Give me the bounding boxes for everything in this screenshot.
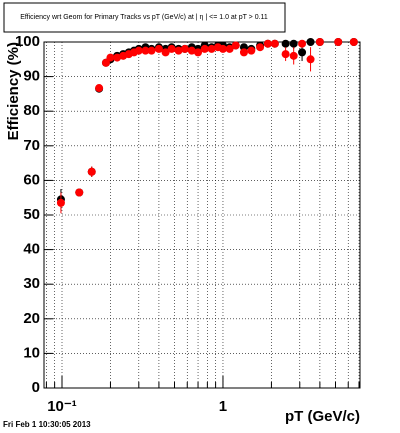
data-point — [281, 39, 290, 48]
data-point — [141, 46, 150, 55]
data-point — [180, 44, 189, 53]
data-point — [161, 48, 170, 57]
data-point — [263, 39, 272, 48]
data-point — [187, 46, 196, 55]
chart-title: Efficiency wrt Geom for Primary Tracks v… — [20, 14, 268, 21]
data-point — [194, 48, 203, 57]
y-axis-title: Efficiency (%) — [5, 42, 22, 140]
data-point — [167, 44, 176, 53]
x-tick-label: 1 — [219, 398, 227, 415]
data-point — [334, 38, 343, 46]
y-tick-label: 60 — [23, 171, 40, 188]
y-tick-label: 100 — [15, 33, 40, 50]
plot-frame — [43, 41, 361, 389]
data-point — [298, 39, 307, 48]
data-point — [218, 44, 227, 53]
x-axis-title: pT (GeV/c) — [285, 408, 360, 425]
y-tick-label: 90 — [23, 68, 40, 85]
data-point — [256, 43, 265, 52]
data-point — [306, 55, 315, 64]
data-point — [75, 188, 84, 197]
data-point — [106, 53, 115, 62]
y-tick-label: 10 — [23, 344, 40, 361]
y-tick-label: 20 — [23, 310, 40, 327]
data-point — [200, 44, 209, 53]
data-point — [289, 51, 298, 60]
y-tick-label: 40 — [23, 241, 40, 258]
data-point — [95, 84, 104, 93]
y-tick-label: 50 — [23, 206, 40, 223]
x-tick-label: 10⁻¹ — [47, 398, 77, 415]
title-box — [3, 2, 286, 33]
data-point — [231, 41, 240, 50]
data-point — [56, 198, 65, 207]
y-tick-label: 30 — [23, 275, 40, 292]
data-point — [270, 39, 279, 48]
data-point — [315, 38, 324, 46]
data-point — [154, 44, 163, 53]
y-tick-label: 70 — [23, 137, 40, 154]
data-point — [207, 44, 216, 53]
footer: Fri Feb 1 10:30:05 2013 — [3, 420, 91, 429]
y-tick-label: 0 — [32, 379, 40, 396]
data-point — [174, 46, 183, 55]
data-point — [101, 58, 110, 67]
data-point — [247, 46, 256, 55]
data-point — [147, 46, 156, 55]
data-point — [349, 38, 358, 46]
data-point — [306, 38, 315, 46]
data-point — [281, 50, 290, 59]
data-point — [87, 167, 96, 176]
y-tick-label: 80 — [23, 102, 40, 119]
data-point — [239, 48, 248, 57]
data-point — [298, 48, 307, 57]
data-point — [134, 46, 143, 55]
data-point — [225, 44, 234, 53]
data-point — [113, 53, 122, 62]
data-point — [289, 39, 298, 48]
